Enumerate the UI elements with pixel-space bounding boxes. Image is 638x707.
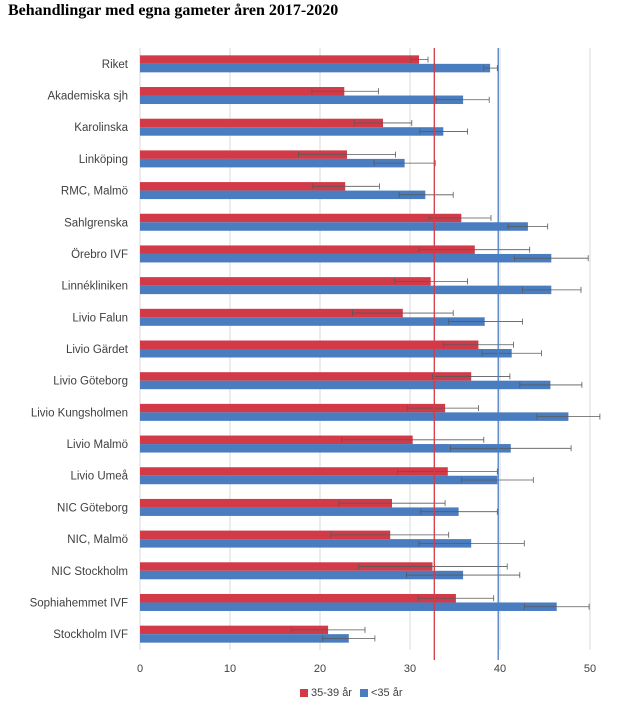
x-tick-label: 50 [584,663,596,675]
x-tick-label: 40 [494,663,506,675]
bar [140,190,426,200]
bar [140,380,551,390]
bar [140,530,391,540]
category-label: Karolinska [74,122,128,134]
category-label: Linköping [79,154,128,166]
chart-title: Behandlingar med egna gameter åren 2017-… [8,2,339,19]
x-tick-label: 20 [314,663,326,675]
x-tick-label: 10 [224,663,236,675]
category-label: NIC Göteborg [57,502,128,514]
category-label: Stockholm IVF [53,629,128,641]
bar [140,570,464,580]
category-label: RMC, Malmö [61,186,128,198]
category-label: Akademiska sjh [47,91,128,103]
bar [140,118,383,128]
bar [140,158,405,168]
bar [140,435,413,445]
bar [140,349,512,358]
bar [140,562,433,571]
bar [140,475,498,485]
bar [140,602,557,611]
bar [140,372,472,381]
bar [140,222,528,231]
bar [140,403,446,413]
bar [140,245,475,254]
bar [140,593,456,603]
bar [140,498,392,508]
bar [140,340,479,349]
bar [140,317,485,326]
bar [140,95,464,105]
category-label: NIC, Malmö [67,534,128,546]
category-label: Livio Falun [72,312,128,324]
category-label: Livio Kungsholmen [31,407,128,419]
bar [140,467,448,476]
bar [140,213,462,223]
bar [140,55,419,64]
legend-swatch [360,689,368,697]
bar [140,507,459,516]
legend-swatch [300,689,308,697]
bar [140,412,569,421]
category-label: Livio Umeå [70,471,128,483]
legend-label: 35-39 år [311,687,352,699]
category-label: Örebro IVF [71,249,128,261]
category-label: Riket [102,59,129,71]
x-tick-label: 0 [137,663,143,675]
bar [140,63,491,73]
category-label: Livio Göteborg [53,376,128,388]
bar [140,182,346,191]
bar [140,277,431,286]
x-tick-label: 30 [404,663,416,675]
bar [140,253,552,263]
bar [140,285,552,295]
category-label: Linnékliniken [62,281,129,293]
legend-label: <35 år [371,687,403,699]
bar [140,444,511,453]
category-label: Livio Malmö [67,439,128,451]
bar [140,625,329,635]
bar [140,150,347,159]
bar [140,634,349,643]
category-label: NIC Stockholm [51,566,128,578]
category-label: Livio Gärdet [66,344,129,356]
bar [140,87,345,96]
category-label: Sophiahemmet IVF [30,597,128,609]
bar [140,539,472,548]
bar [140,308,403,318]
bar [140,127,444,136]
category-label: Sahlgrenska [64,217,129,229]
